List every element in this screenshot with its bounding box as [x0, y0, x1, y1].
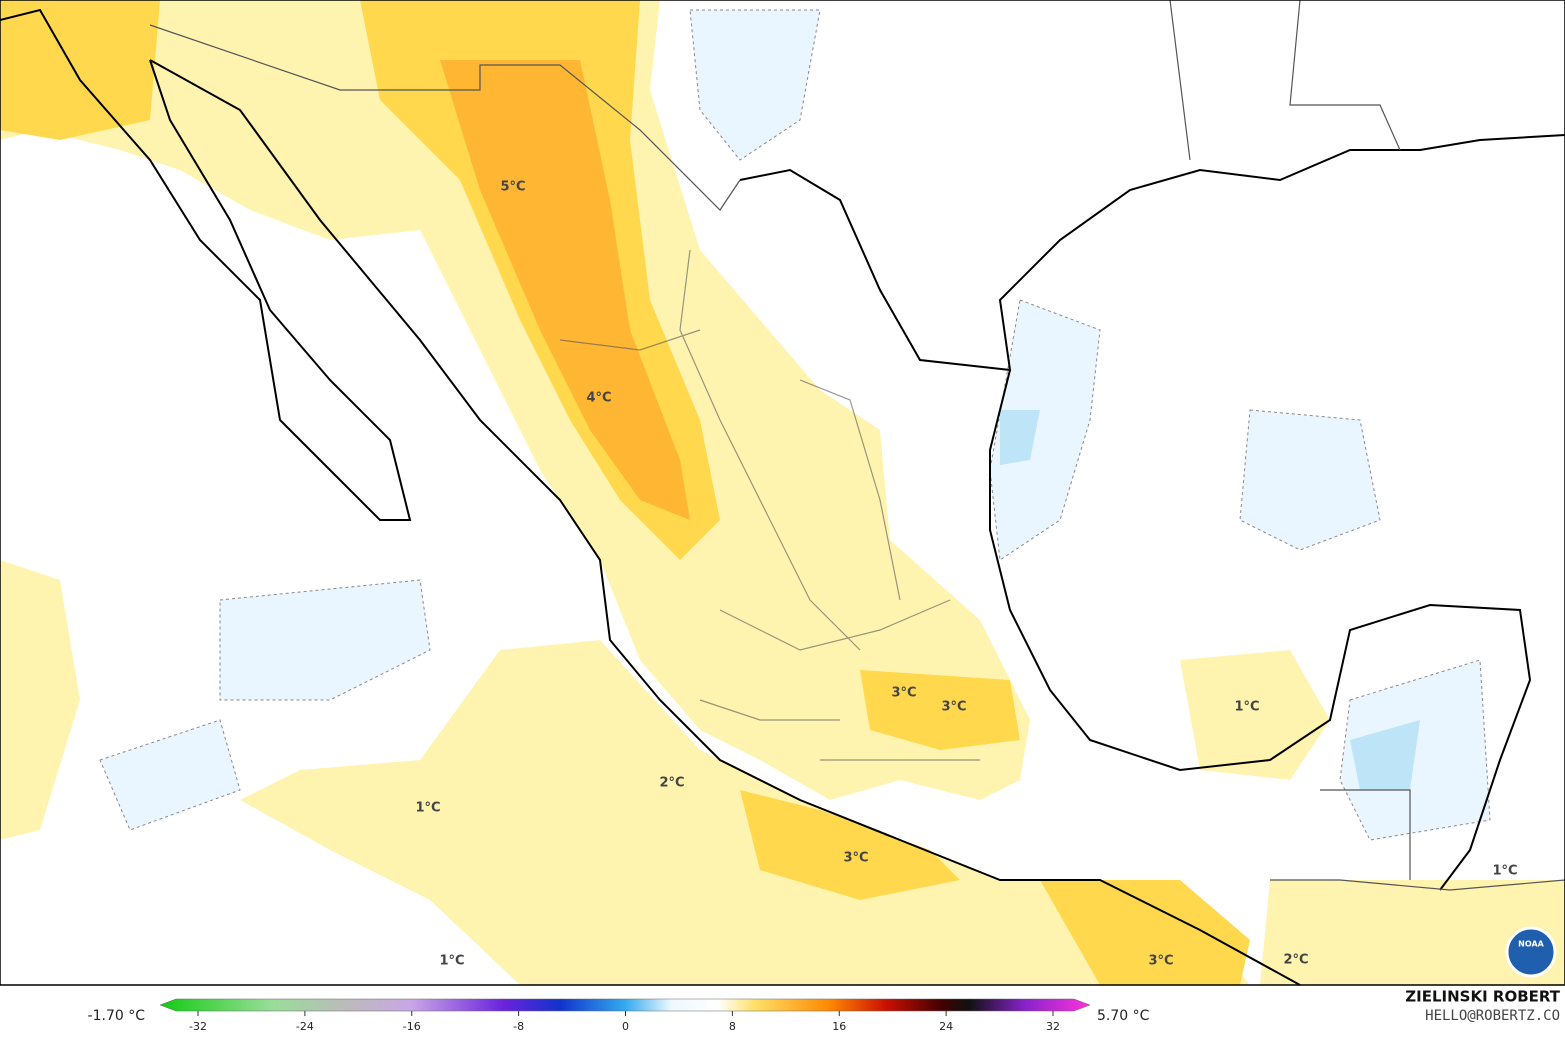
- colorbar: -1.70 °C 5.70 °C -32 -24 -16 -8 0 8 16 24 32: [88, 998, 1150, 1033]
- colorbar-tick-label: 24: [939, 1020, 953, 1033]
- cool-pacific: [99, 579, 431, 831]
- warm-peak: [440, 60, 690, 520]
- colorbar-tick-label: -8: [513, 1020, 524, 1033]
- warm-central-america: [1260, 880, 1565, 985]
- contour-labels: 5°C 4°C 3°C 3°C 1°C 2°C 1°C 3°C 1°C 1°C …: [415, 180, 1517, 969]
- contour-label: 3°C: [941, 700, 966, 715]
- logo: NOAA: [1505, 926, 1557, 978]
- country-borders: [149, 0, 1565, 891]
- cool-yucatan-core: [1350, 720, 1420, 790]
- colorbar-strip: [159, 998, 1091, 1012]
- cool-north: [689, 9, 821, 161]
- colorbar-tick-label: -32: [189, 1020, 207, 1033]
- colorbar-tick-label: 16: [832, 1020, 846, 1033]
- contour-label: 3°C: [891, 686, 916, 701]
- contour-label: 2°C: [1283, 953, 1308, 968]
- logo-circle: [1505, 926, 1557, 978]
- colorbar-tick-label: 8: [729, 1020, 736, 1033]
- cool-gulf: [1239, 409, 1381, 551]
- warm-se-core: [1040, 880, 1250, 985]
- colorbar-max: 5.70 °C: [1097, 1008, 1150, 1024]
- contour-label: 1°C: [415, 801, 440, 816]
- contour-label: 3°C: [1148, 954, 1173, 969]
- colorbar-tick-label: -16: [403, 1020, 421, 1033]
- contour-label: 2°C: [659, 776, 684, 791]
- cool-coast: [989, 299, 1101, 561]
- map-frame: [0, 0, 1565, 986]
- colorbar-min: -1.70 °C: [88, 1008, 146, 1024]
- contour-label: 4°C: [586, 391, 611, 406]
- warm-south-core: [740, 790, 960, 900]
- cool-core: [1000, 410, 1040, 465]
- warm-nw: [0, 0, 160, 140]
- contour-label: 1°C: [1492, 864, 1517, 879]
- warm-area: [0, 0, 1030, 800]
- colorbar-tick-label: -24: [296, 1020, 314, 1033]
- coastline-gulf: [739, 134, 1565, 891]
- credit-email: HELLO@ROBERTZ.CO: [1425, 1008, 1560, 1024]
- warm-yucatan: [1180, 650, 1330, 780]
- contour-label: 5°C: [500, 180, 525, 195]
- state-borders: [559, 249, 980, 761]
- warm-south: [240, 640, 1250, 985]
- coastline-pacific: [0, 8, 1301, 986]
- credit-name: ZIELINSKI ROBERT: [1405, 988, 1560, 1006]
- map-area: 5°C 4°C 3°C 3°C 1°C 2°C 1°C 3°C 1°C 1°C …: [0, 0, 1565, 986]
- contour-label: 1°C: [1234, 700, 1259, 715]
- contour-label: 1°C: [439, 954, 464, 969]
- colorbar-tick-label: 0: [622, 1020, 629, 1033]
- warm-pacific: [0, 560, 80, 840]
- logo-text: NOAA: [1518, 940, 1544, 949]
- warm-central: [860, 670, 1020, 750]
- contour-label: 3°C: [843, 851, 868, 866]
- colorbar-tick-label: 32: [1046, 1020, 1060, 1033]
